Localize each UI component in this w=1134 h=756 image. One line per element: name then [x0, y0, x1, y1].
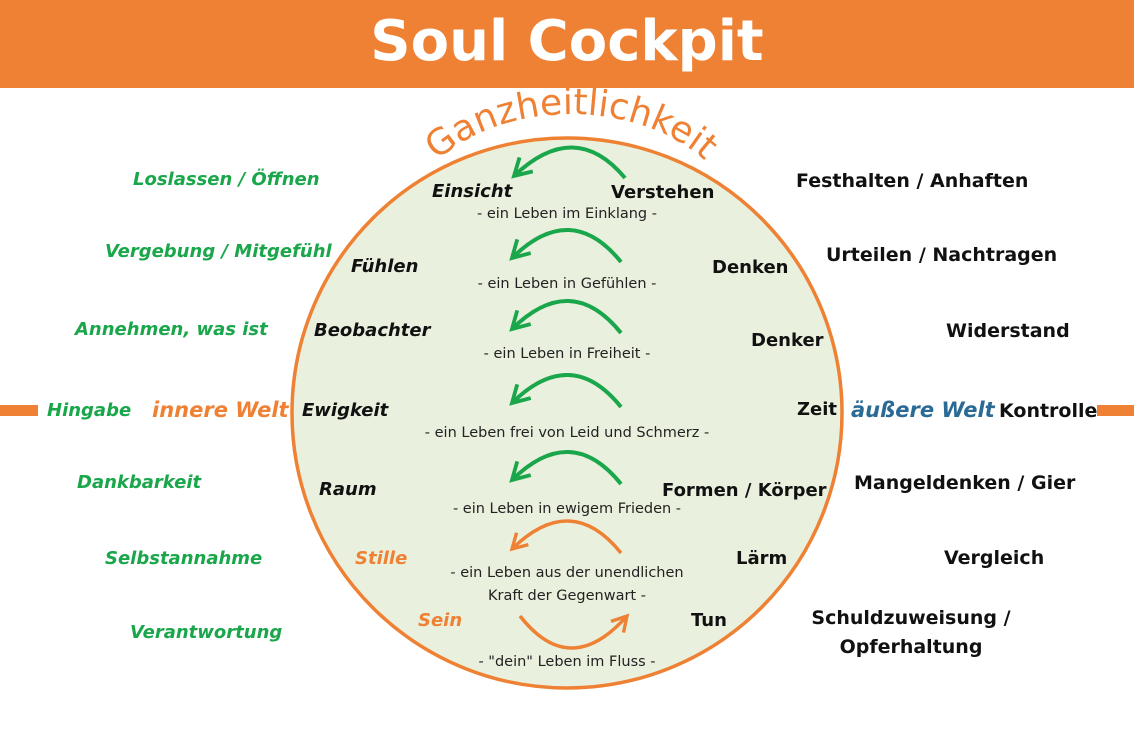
- main-circle: [290, 136, 844, 690]
- left-item-4: Hingabe: [47, 400, 132, 421]
- inner-left-4: Ewigkeit: [302, 400, 389, 421]
- subline-3: - ein Leben in Freiheit -: [483, 346, 651, 362]
- left-item-7: Verantwortung: [130, 622, 283, 643]
- arrow-1: [511, 145, 627, 180]
- inner-right-4: Zeit: [797, 399, 838, 420]
- inner-right-7: Tun: [691, 610, 727, 631]
- left-item-1: Loslassen / Öffnen: [133, 169, 320, 190]
- arrow-4: [509, 373, 623, 409]
- right-item-1: Festhalten / Anhaften: [796, 170, 1029, 192]
- left-item-6: Selbstannahme: [105, 548, 263, 569]
- right-item-6: Vergleich: [944, 547, 1045, 569]
- subline-2: - ein Leben in Gefühlen -: [477, 276, 657, 292]
- arrow-3: [509, 299, 623, 335]
- subline-7: - "dein" Leben im Fluss -: [478, 654, 656, 670]
- inner-right-3: Denker: [751, 330, 824, 351]
- inner-left-7: Sein: [418, 610, 463, 631]
- inner-right-5: Formen / Körper: [662, 480, 827, 501]
- arrow-2: [509, 228, 623, 264]
- inner-left-2: Fühlen: [351, 256, 419, 277]
- inner-left-5: Raum: [319, 479, 377, 500]
- right-item-7a: Schuldzuweisung /: [811, 607, 1011, 629]
- arrow-7: [518, 613, 630, 650]
- right-item-2: Urteilen / Nachtragen: [826, 244, 1058, 266]
- subline-4: - ein Leben frei von Leid und Schmerz -: [424, 425, 710, 441]
- left-item-3: Annehmen, was ist: [75, 319, 268, 340]
- inner-left-6: Stille: [355, 548, 408, 569]
- inner-right-1: Verstehen: [611, 182, 715, 203]
- right-item-4: Kontrolle: [999, 400, 1098, 422]
- right-side-bar: [1097, 405, 1134, 416]
- left-item-5: Dankbarkeit: [77, 472, 202, 493]
- subline-5: - ein Leben in ewigem Frieden -: [452, 501, 682, 517]
- left-side-bar: [0, 405, 38, 416]
- left-item-2: Vergebung / Mitgefühl: [105, 241, 332, 262]
- arrow-6: [509, 519, 623, 555]
- arrow-5: [509, 450, 623, 486]
- inner-world-label: innere Welt: [152, 398, 289, 422]
- subline-6a: - ein Leben aus der unendlichen: [450, 565, 684, 581]
- right-item-5: Mangeldenken / Gier: [854, 472, 1076, 494]
- subline-6b: Kraft der Gegenwart -: [488, 588, 646, 604]
- inner-right-6: Lärm: [736, 548, 788, 569]
- title-banner: [0, 0, 1134, 88]
- right-item-3: Widerstand: [946, 320, 1070, 342]
- inner-left-1: Einsicht: [432, 181, 513, 202]
- page-title: Soul Cockpit: [370, 9, 764, 74]
- inner-left-3: Beobachter: [314, 320, 431, 341]
- inner-right-2: Denken: [712, 257, 789, 278]
- right-item-7b: Opferhaltung: [839, 636, 983, 658]
- subline-1: - ein Leben im Einklang -: [477, 206, 657, 222]
- outer-world-label: äußere Welt: [851, 398, 995, 422]
